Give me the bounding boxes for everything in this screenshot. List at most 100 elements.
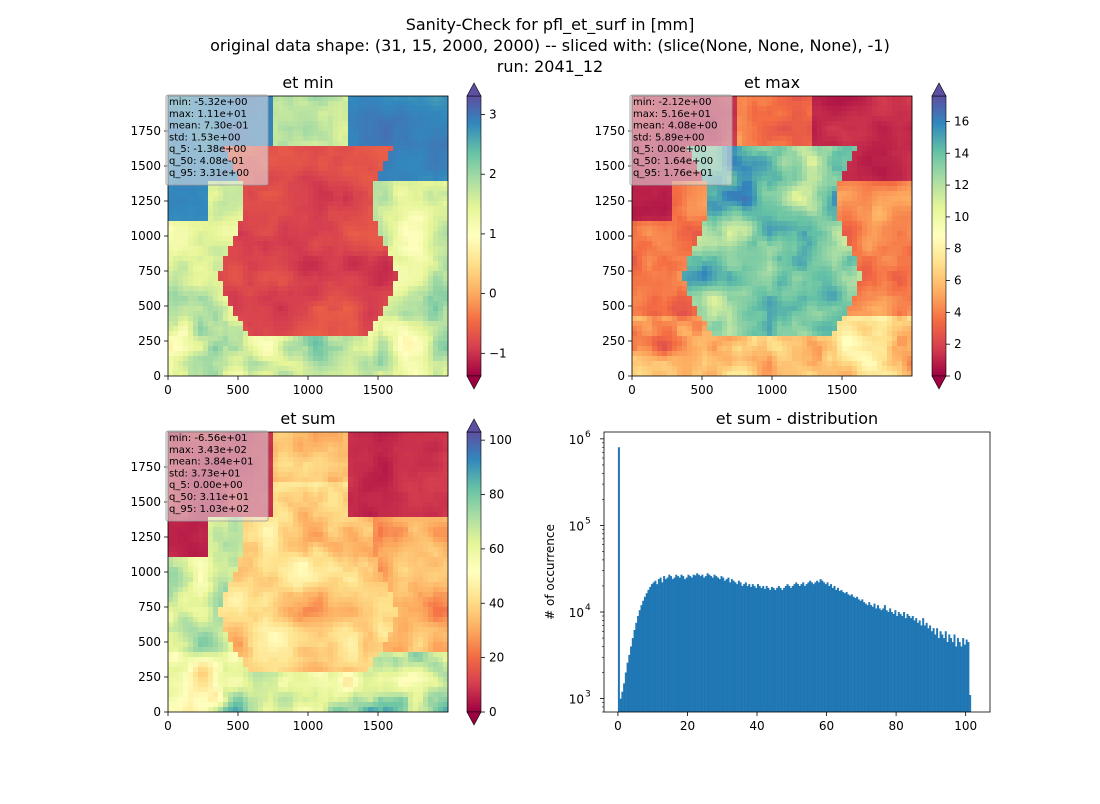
heatmap-cell [303,266,308,271]
heatmap-cell [852,106,857,111]
heatmap-cell [438,331,443,336]
heatmap-cell [203,186,208,191]
heatmap-cell [178,341,183,346]
heatmap-cell [348,296,353,301]
heatmap-cell [178,201,183,206]
heatmap-cell [747,111,752,116]
heatmap-cell [198,261,203,266]
heatmap-cell [338,131,343,136]
heatmap-cell [303,276,308,281]
heatmap-cell [767,101,772,106]
heatmap-cell [782,166,787,171]
heatmap-cell [872,106,877,111]
heatmap-cell [682,256,687,261]
stats-line: mean: 7.30e-01 [169,121,249,132]
heatmap-cell [403,361,408,366]
heatmap-cell [862,151,867,156]
heatmap-cell [393,266,398,271]
heatmap-cell [882,241,887,246]
heatmap-cell [742,221,747,226]
heatmap-cell [847,191,852,196]
heatmap-cell [238,266,243,271]
heatmap-cell [428,131,433,136]
heatmap-cell [173,371,178,376]
heatmap-cell [188,351,193,356]
heatmap-cell [378,106,383,111]
heatmap-cell [762,126,767,131]
heatmap-cell [772,116,777,121]
heatmap-cell [383,306,388,311]
heatmap-cell [762,236,767,241]
heatmap-cell [363,141,368,146]
heatmap-cell [652,211,657,216]
heatmap-cell [792,151,797,156]
heatmap-cell [907,151,912,156]
heatmap-cell [707,241,712,246]
heatmap-cell [408,361,413,366]
heatmap-cell [827,166,832,171]
heatmap-cell [433,371,438,376]
heatmap-cell [438,96,443,101]
heatmap-cell [632,256,637,261]
heatmap-cell [373,281,378,286]
heatmap-cell [268,121,273,126]
heatmap-cell [368,276,373,281]
heatmap-cell [877,141,882,146]
heatmap-cell [388,216,393,221]
heatmap-cell [757,241,762,246]
heatmap-cell [787,186,792,191]
heatmap-cell [842,121,847,126]
heatmap-cell [403,126,408,131]
heatmap-cell [742,226,747,231]
heatmap-cell [353,331,358,336]
heatmap-cell [812,126,817,131]
heatmap-cell [348,286,353,291]
heatmap-cell [897,246,902,251]
heatmap-cell [672,196,677,201]
heatmap-cell [283,121,288,126]
heatmap-cell [907,116,912,121]
heatmap-cell [907,166,912,171]
heatmap-cell [183,331,188,336]
heatmap-cell [378,366,383,371]
heatmap-cell [742,241,747,246]
heatmap-cell [742,101,747,106]
heatmap-cell [408,231,413,236]
heatmap-cell [907,146,912,151]
heatmap-cell [388,191,393,196]
heatmap-cell [368,131,373,136]
heatmap-cell [268,131,273,136]
heatmap-cell [443,291,448,296]
heatmap-cell [348,246,353,251]
heatmap-cell [737,146,742,151]
heatmap-cell [388,236,393,241]
heatmap-cell [817,231,822,236]
heatmap-cell [168,351,173,356]
heatmap-cell [393,351,398,356]
heatmap-cell [822,156,827,161]
heatmap-cell [787,96,792,101]
heatmap-cell [288,356,293,361]
heatmap-cell [802,101,807,106]
heatmap-cell [847,181,852,186]
heatmap-cell [233,281,238,286]
heatmap-cell [652,191,657,196]
heatmap-cell [862,206,867,211]
heatmap-cell [168,216,173,221]
heatmap-cell [273,126,278,131]
heatmap-cell [333,346,338,351]
heatmap-cell [717,221,722,226]
heatmap-cell [762,121,767,126]
heatmap-cell [353,316,358,321]
heatmap-cell [178,356,183,361]
heatmap-cell [243,186,248,191]
heatmap-cell [842,251,847,256]
heatmap-cell [712,191,717,196]
heatmap-cell [907,246,912,251]
heatmap-cell [872,116,877,121]
heatmap-cell [278,256,283,261]
heatmap-cell [278,111,283,116]
heatmap-cell [702,241,707,246]
heatmap-cell [787,136,792,141]
